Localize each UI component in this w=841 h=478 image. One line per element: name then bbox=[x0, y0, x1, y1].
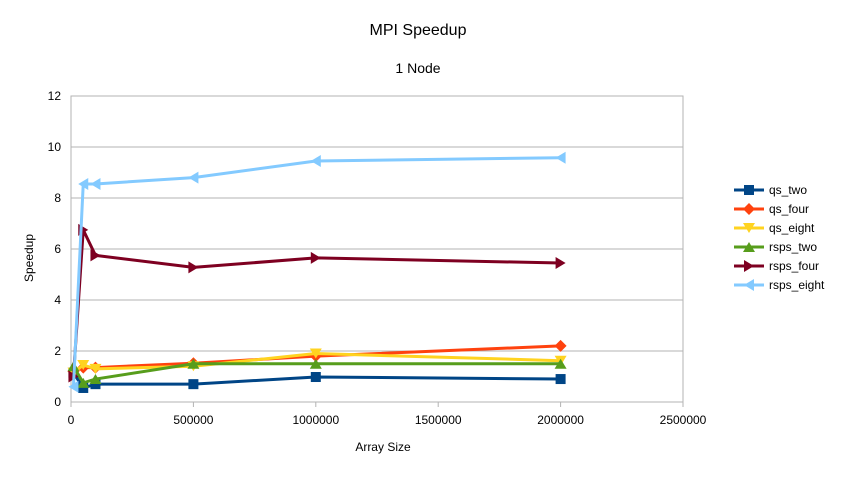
x-tick-label: 2500000 bbox=[660, 413, 707, 427]
series-rsps-eight bbox=[68, 151, 566, 393]
series-rsps-four bbox=[68, 223, 566, 383]
series-layer bbox=[67, 151, 567, 393]
y-tick-label: 8 bbox=[54, 191, 61, 205]
plot-area bbox=[70, 95, 684, 403]
legend-marker bbox=[743, 223, 755, 233]
data-point bbox=[310, 251, 321, 264]
legend-item: qs_eight bbox=[734, 221, 815, 235]
series-line bbox=[72, 362, 561, 385]
x-tick-label: 500000 bbox=[173, 413, 213, 427]
series-rsps-two bbox=[67, 358, 567, 388]
data-point bbox=[188, 379, 199, 390]
legend-label: qs_four bbox=[769, 202, 809, 216]
series-line bbox=[71, 228, 561, 377]
legend-item: qs_two bbox=[734, 183, 807, 197]
x-tick-label: 1500000 bbox=[415, 413, 462, 427]
x-axis-label: Array Size bbox=[355, 440, 411, 454]
data-point bbox=[187, 358, 200, 369]
data-point bbox=[90, 249, 101, 262]
tick-labels: 0 2 4 6 8 10 12 0 500000 1000000 1500000 2000000 250… bbox=[48, 89, 707, 427]
y-tick-label: 0 bbox=[54, 395, 61, 409]
legend-item: rsps_eight bbox=[734, 278, 825, 292]
legend-label: qs_eight bbox=[769, 221, 815, 235]
legend-item: rsps_two bbox=[734, 240, 817, 254]
legend-item: rsps_four bbox=[734, 259, 819, 273]
series-line bbox=[71, 156, 561, 387]
data-point bbox=[68, 380, 79, 393]
legend: qs_two qs_four qs_eight rsps_two rsps_fourrs… bbox=[734, 183, 825, 292]
data-point bbox=[78, 177, 89, 190]
legend-marker bbox=[744, 185, 754, 195]
y-tick-label: 2 bbox=[54, 344, 61, 358]
y-tick-label: 12 bbox=[48, 89, 62, 103]
y-tick-label: 4 bbox=[54, 293, 61, 307]
data-point bbox=[188, 171, 199, 184]
data-point bbox=[90, 379, 101, 390]
data-point bbox=[309, 348, 322, 359]
x-tick-label: 1000000 bbox=[292, 413, 339, 427]
legend-item: qs_four bbox=[734, 202, 809, 216]
data-point bbox=[89, 374, 102, 385]
y-tick-label: 10 bbox=[48, 140, 62, 154]
legend-marker bbox=[744, 279, 754, 291]
data-point bbox=[89, 363, 102, 374]
legend-label: rsps_eight bbox=[769, 278, 825, 292]
data-point bbox=[309, 358, 322, 369]
legend-label: rsps_two bbox=[769, 240, 817, 254]
data-point bbox=[555, 257, 566, 270]
y-axis-label: Speedup bbox=[22, 234, 36, 282]
legend-label: rsps_four bbox=[769, 259, 819, 273]
chart-subtitle: 1 Node bbox=[395, 60, 440, 76]
chart-title: MPI Speedup bbox=[370, 22, 467, 39]
data-point bbox=[555, 374, 566, 385]
data-point bbox=[77, 377, 90, 388]
data-point bbox=[310, 372, 321, 383]
x-tick-label: 0 bbox=[68, 413, 75, 427]
grid bbox=[70, 95, 684, 407]
legend-marker bbox=[744, 260, 754, 272]
legend-label: qs_two bbox=[769, 183, 807, 197]
data-point bbox=[188, 261, 199, 274]
data-point bbox=[554, 339, 567, 352]
data-point bbox=[78, 382, 89, 393]
data-point bbox=[554, 358, 567, 369]
y-tick-label: 6 bbox=[54, 242, 61, 256]
data-point bbox=[555, 151, 566, 164]
data-point bbox=[310, 155, 321, 168]
legend-marker bbox=[743, 242, 755, 252]
legend-marker bbox=[743, 203, 755, 215]
data-point bbox=[77, 360, 90, 371]
x-tick-label: 2000000 bbox=[537, 413, 584, 427]
data-point bbox=[90, 177, 101, 190]
